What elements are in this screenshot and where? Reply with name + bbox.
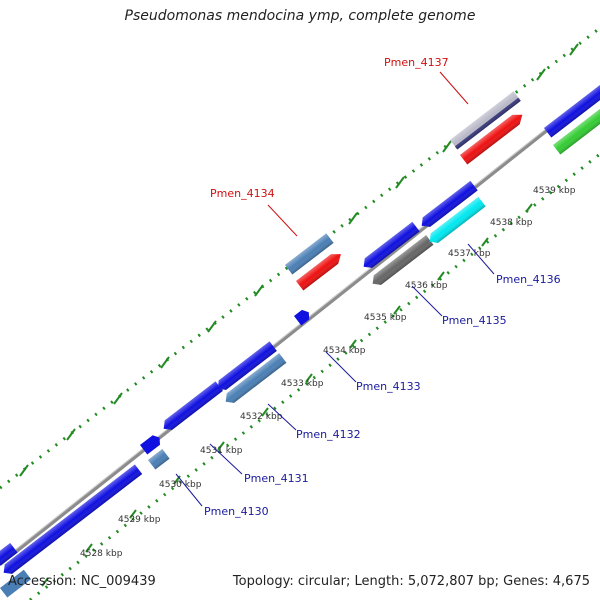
kbp-label: 4536 kbp bbox=[405, 281, 448, 291]
gene-label-pmen-4133: Pmen_4133 bbox=[356, 380, 421, 393]
kbp-label: 4534 kbp bbox=[323, 346, 366, 356]
kbp-label: 4535 kbp bbox=[364, 313, 407, 323]
kbp-label: 4530 kbp bbox=[159, 480, 202, 490]
kbp-label: 4529 kbp bbox=[118, 515, 161, 525]
gene-label-pmen-4134: Pmen_4134 bbox=[210, 187, 275, 200]
inner-major-ticks bbox=[41, 203, 533, 587]
gene-label-pmen-4131: Pmen_4131 bbox=[244, 472, 309, 485]
kbp-labels: 4528 kbp 4529 kbp 4530 kbp 4531 kbp 4532… bbox=[80, 186, 576, 559]
kbp-label: 4531 kbp bbox=[200, 446, 243, 456]
gene-pmen-4131-blue bbox=[140, 435, 160, 455]
gene-small-blue bbox=[294, 309, 310, 326]
kbp-label: 4538 kbp bbox=[490, 218, 533, 228]
leader-lines bbox=[175, 71, 495, 507]
gene-label-pmen-4136: Pmen_4136 bbox=[496, 273, 561, 286]
gene-label-pmen-4132: Pmen_4132 bbox=[296, 428, 361, 441]
kbp-label: 4533 kbp bbox=[281, 379, 324, 389]
kbp-label: 4537 kbp bbox=[448, 249, 491, 259]
kbp-label: 4539 kbp bbox=[533, 186, 576, 196]
gene-labels: Pmen_4134 Pmen_4137 Pmen_4130 Pmen_4131 … bbox=[204, 56, 561, 518]
map-title: Pseudomonas mendocina ymp, complete geno… bbox=[124, 8, 476, 24]
forward-genes bbox=[285, 79, 600, 291]
gene-label-pmen-4135: Pmen_4135 bbox=[442, 314, 507, 327]
inner-tick-track bbox=[29, 152, 600, 600]
kbp-label: 4532 kbp bbox=[240, 412, 283, 422]
gene-label-pmen-4130: Pmen_4130 bbox=[204, 505, 269, 518]
kbp-label: 4528 kbp bbox=[80, 549, 123, 559]
genome-backbone bbox=[0, 86, 600, 566]
genome-summary-text: Topology: circular; Length: 5,072,807 bp… bbox=[232, 574, 590, 589]
accession-text: Accession: NC_009439 bbox=[8, 574, 156, 589]
gene-label-pmen-4137: Pmen_4137 bbox=[384, 56, 449, 69]
reverse-genes bbox=[0, 180, 486, 598]
